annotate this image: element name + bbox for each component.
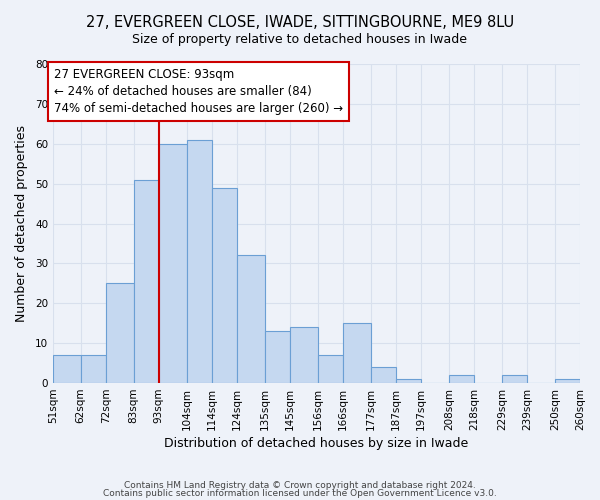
Y-axis label: Number of detached properties: Number of detached properties xyxy=(15,125,28,322)
Bar xyxy=(106,284,134,383)
Bar xyxy=(290,327,318,383)
Bar xyxy=(53,355,80,383)
Bar xyxy=(237,256,265,383)
Bar xyxy=(212,188,237,383)
Bar xyxy=(318,355,343,383)
X-axis label: Distribution of detached houses by size in Iwade: Distribution of detached houses by size … xyxy=(164,437,469,450)
Bar xyxy=(134,180,159,383)
Bar xyxy=(555,379,580,383)
Bar xyxy=(80,355,106,383)
Bar xyxy=(343,323,371,383)
Text: Contains HM Land Registry data © Crown copyright and database right 2024.: Contains HM Land Registry data © Crown c… xyxy=(124,481,476,490)
Bar xyxy=(265,331,290,383)
Text: 27, EVERGREEN CLOSE, IWADE, SITTINGBOURNE, ME9 8LU: 27, EVERGREEN CLOSE, IWADE, SITTINGBOURN… xyxy=(86,15,514,30)
Text: Size of property relative to detached houses in Iwade: Size of property relative to detached ho… xyxy=(133,32,467,46)
Bar xyxy=(187,140,212,383)
Bar xyxy=(159,144,187,383)
Bar xyxy=(502,375,527,383)
Text: Contains public sector information licensed under the Open Government Licence v3: Contains public sector information licen… xyxy=(103,488,497,498)
Text: 27 EVERGREEN CLOSE: 93sqm
← 24% of detached houses are smaller (84)
74% of semi-: 27 EVERGREEN CLOSE: 93sqm ← 24% of detac… xyxy=(54,68,343,115)
Bar xyxy=(371,367,396,383)
Bar xyxy=(396,379,421,383)
Bar xyxy=(449,375,474,383)
